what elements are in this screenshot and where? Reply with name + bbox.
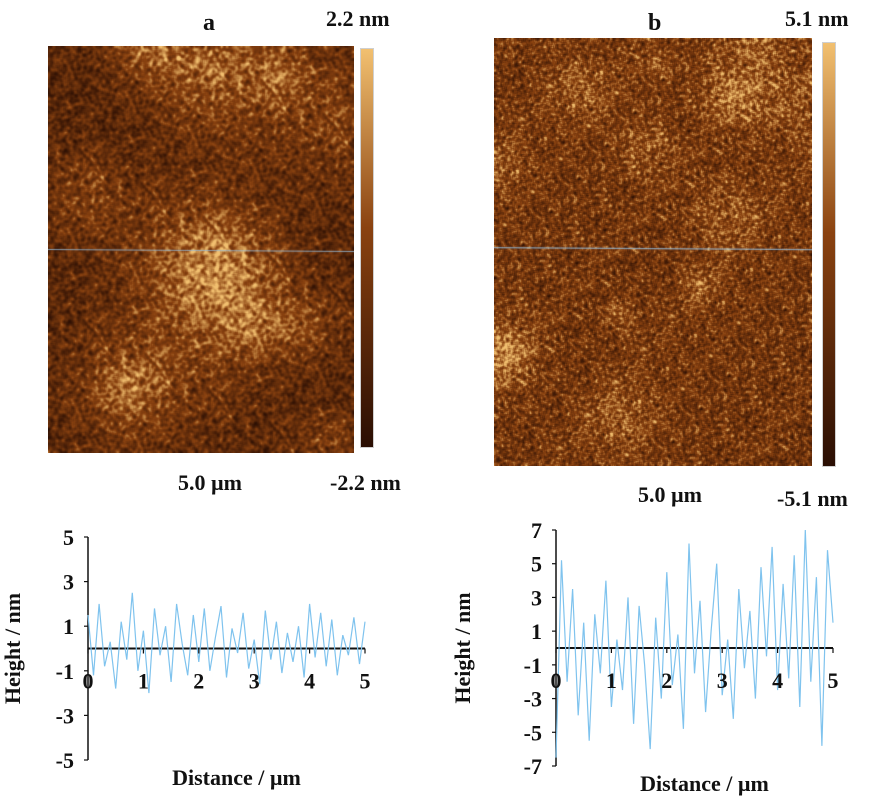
x-tick-label: 2 (661, 668, 672, 693)
colorbar-a (360, 48, 374, 448)
y-tick-label: 5 (63, 525, 74, 550)
panel-a-scan-size: 5.0 µm (178, 470, 243, 495)
x-tick-label: 1 (138, 669, 149, 694)
afm-image-a (48, 46, 354, 453)
y-axis-title: Height / nm (0, 593, 25, 704)
panel-a-scale-min: -2.2 nm (330, 470, 401, 495)
y-tick-label: -1 (524, 653, 542, 678)
y-tick-label: 3 (63, 570, 74, 595)
y-tick-label: -7 (524, 754, 542, 779)
panel-a-letter: a (203, 10, 215, 36)
afm-image-b (494, 38, 812, 466)
height-profile-chart-a: 5 3 1 -1 -3 -5 0 1 2 3 4 5 Distance / µm Height / nm (0, 525, 371, 790)
y-tick-label: -5 (524, 720, 542, 745)
panel-b-scale-max: 5.1 nm (785, 6, 849, 31)
y-tick-label: 7 (531, 518, 542, 543)
x-tick-label: 5 (360, 669, 371, 694)
x-tick-label: 4 (772, 668, 783, 693)
panel-b-scan-size: 5.0 µm (638, 482, 703, 507)
y-tick-label: 3 (531, 585, 542, 610)
x-axis-title: Distance / µm (640, 771, 769, 796)
x-tick-label: 2 (193, 669, 204, 694)
y-tick-label: -3 (524, 687, 542, 712)
x-tick-label: 0 (83, 669, 94, 694)
height-profile-line (87, 592, 366, 694)
panel-b-letter: b (648, 10, 662, 36)
y-tick-label: 5 (531, 552, 542, 577)
panel-a-scale-max: 2.2 nm (326, 6, 390, 31)
x-tick-label: 3 (249, 669, 260, 694)
x-tick-label: 0 (551, 668, 562, 693)
x-tick-label: 4 (304, 669, 315, 694)
x-tick-label: 1 (606, 668, 617, 693)
y-tick-label: -1 (56, 659, 74, 684)
x-axis-title: Distance / µm (172, 765, 301, 790)
colorbar-b (822, 42, 836, 467)
height-profile-line (555, 529, 834, 758)
x-tick-label: 3 (717, 668, 728, 693)
y-tick-label: 1 (531, 619, 542, 644)
y-tick-label: 1 (63, 614, 74, 639)
y-tick-label: -5 (56, 748, 74, 773)
y-tick-label: -3 (56, 703, 74, 728)
x-tick-label: 5 (828, 668, 839, 693)
y-axis-title: Height / nm (450, 592, 475, 703)
panel-b-scale-min: -5.1 nm (777, 486, 848, 511)
